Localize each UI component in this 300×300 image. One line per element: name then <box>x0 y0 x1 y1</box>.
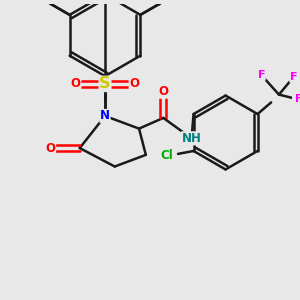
Text: NH: NH <box>182 132 202 145</box>
Text: O: O <box>71 77 81 90</box>
Text: S: S <box>99 76 111 92</box>
Text: O: O <box>46 142 56 154</box>
Text: O: O <box>158 85 168 98</box>
Text: O: O <box>129 77 139 90</box>
Text: N: N <box>100 110 110 122</box>
Text: F: F <box>295 94 300 104</box>
Text: F: F <box>258 70 265 80</box>
Text: Cl: Cl <box>160 149 173 162</box>
Text: F: F <box>290 72 297 82</box>
